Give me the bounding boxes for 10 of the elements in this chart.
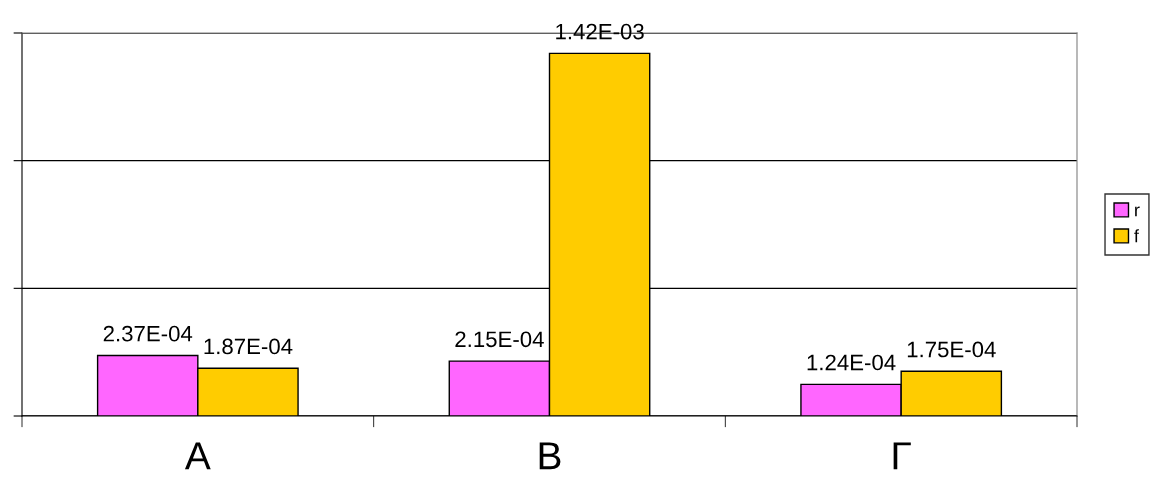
x-tick-label: Β <box>539 442 561 470</box>
data-label: 1.24E-04 <box>807 354 896 371</box>
legend-label: f <box>1134 229 1139 243</box>
x-tick-label: Α <box>184 442 211 470</box>
x-tick-label: Γ <box>893 442 911 470</box>
data-label: 2.37E-04 <box>103 325 193 342</box>
data-label: 2.15E-04 <box>455 331 544 348</box>
legend-label: r <box>1135 206 1140 217</box>
data-label: 1.87E-04 <box>204 338 293 355</box>
data-label: 1.75E-04 <box>907 341 996 358</box>
